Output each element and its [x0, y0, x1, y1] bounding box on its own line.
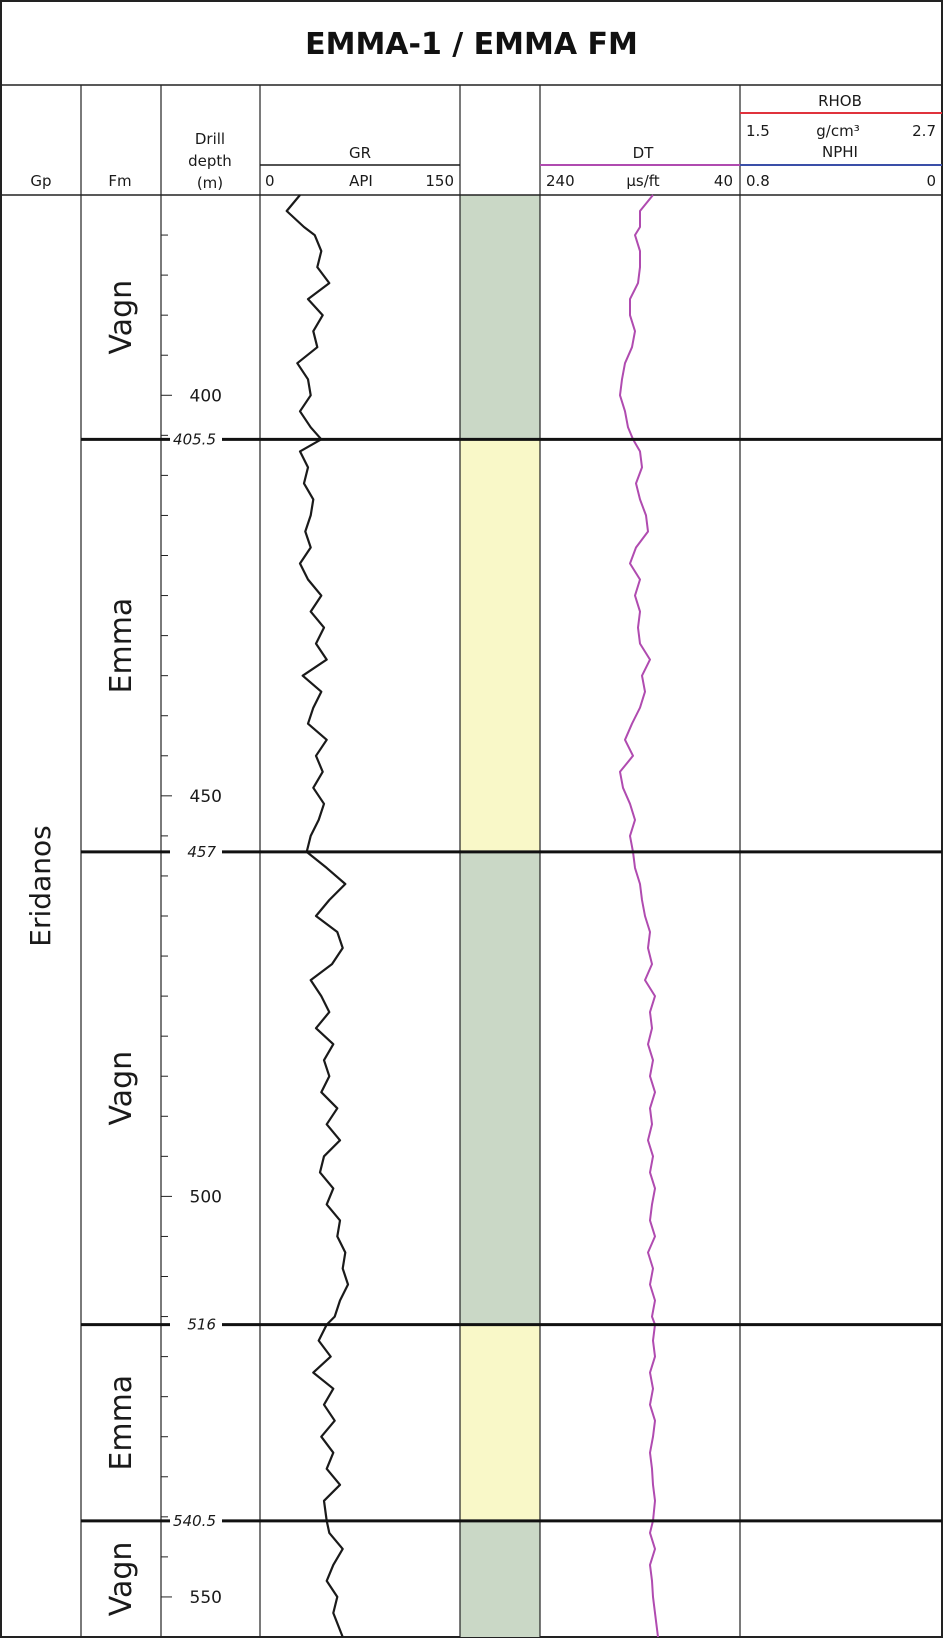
gr-unit: API	[349, 172, 373, 190]
formation-label-2: Emma	[104, 598, 139, 694]
formation-top-label-bg	[170, 1511, 222, 1530]
formation-top-label-457: 457	[187, 843, 216, 861]
dt-unit: µs/ft	[626, 172, 659, 190]
rhob-unit: g/cm³	[816, 122, 859, 140]
depth-tick-label-550: 550	[190, 1588, 222, 1608]
depth-header-line3: (m)	[197, 174, 223, 192]
gr-scale-min: 0	[265, 172, 275, 190]
lithology-column	[460, 195, 540, 1637]
rhob-scale-min: 1.5	[746, 122, 770, 140]
fm-header: Fm	[108, 172, 131, 190]
formation-label-1: Vagn	[104, 280, 139, 355]
formation-top-label-516: 516	[187, 1316, 216, 1334]
dt-scale-max: 40	[714, 172, 733, 190]
nphi-header: NPHI	[822, 143, 858, 161]
formation-labels: Vagn Emma Vagn Emma Vagn	[104, 280, 139, 1616]
depth-header-line1: Drill	[195, 130, 225, 148]
dt-curve	[619, 194, 659, 1638]
gp-header: Gp	[30, 172, 51, 190]
dt-scale-min: 240	[546, 172, 575, 190]
depth-header-line2: depth	[188, 152, 232, 170]
lithology-fill-4	[460, 1324, 540, 1521]
formation-label-4: Emma	[104, 1375, 139, 1471]
gr-header: GR	[349, 144, 371, 162]
chart-title: EMMA-1 / EMMA FM	[305, 27, 638, 62]
gr-curve	[285, 194, 350, 1638]
group-label: Eridanos	[24, 825, 57, 946]
lithology-fill-3	[460, 851, 540, 1325]
depth-tick-label-500: 500	[190, 1187, 222, 1207]
lithology-fill-1	[460, 195, 540, 440]
formation-top-label-405.5: 405.5	[173, 430, 216, 448]
depth-tick-label-450: 450	[190, 787, 222, 807]
depth-ticks: 400 450 500 550	[161, 234, 222, 1638]
nphi-scale-max: 0	[926, 172, 936, 190]
rhob-header: RHOB	[818, 92, 862, 110]
formation-top-label-bg	[170, 1315, 222, 1334]
lithology-fill-2	[460, 439, 540, 852]
depth-tick-label-400: 400	[190, 386, 222, 406]
formation-top-label-540.5: 540.5	[173, 1512, 216, 1530]
formation-top-label-bg	[170, 842, 222, 861]
formation-label-5: Vagn	[104, 1542, 139, 1617]
formation-label-3: Vagn	[104, 1051, 139, 1126]
formation-top-label-bg	[170, 430, 222, 449]
dt-header: DT	[633, 144, 655, 162]
column-dividers	[80, 85, 741, 1637]
rhob-scale-max: 2.7	[912, 122, 936, 140]
gr-scale-max: 150	[425, 172, 454, 190]
lithology-fill-5	[460, 1520, 540, 1637]
formation-tops: 405.5 457 516 540.5	[81, 430, 942, 1530]
nphi-scale-min: 0.8	[746, 172, 770, 190]
